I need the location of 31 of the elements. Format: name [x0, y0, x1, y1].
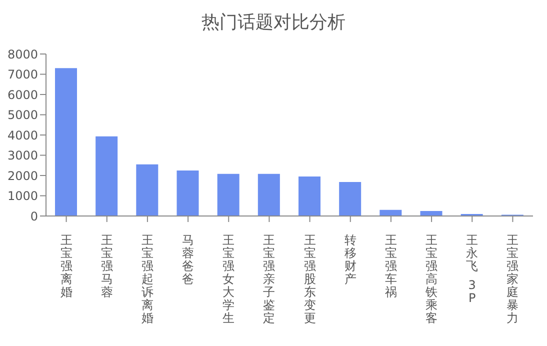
- x-tick-label: 王宝强离婚: [60, 233, 72, 299]
- bar: [380, 210, 402, 216]
- y-tick-label: 4000: [7, 128, 38, 142]
- x-tick-label: 王宝强高铁乘客: [424, 233, 438, 325]
- bar: [136, 164, 158, 216]
- bar: [217, 174, 240, 216]
- bar: [96, 136, 118, 216]
- x-tick-label: 王宝强起诉离婚: [141, 233, 154, 325]
- bar: [258, 174, 280, 216]
- x-tick-label: 马蓉爸爸: [182, 233, 194, 286]
- x-tick-label: 王宝强马蓉: [100, 233, 113, 299]
- y-tick-label: 5000: [7, 108, 38, 122]
- x-tick-label: 转移财产: [344, 233, 356, 286]
- chart-title: 热门话题对比分析: [200, 11, 346, 34]
- x-tick-label: 王宝强股东变更: [304, 233, 316, 325]
- y-tick-label: 6000: [7, 88, 38, 102]
- y-tick-label: 1000: [7, 189, 38, 204]
- bar: [298, 176, 320, 216]
- y-tick-label: 0: [30, 209, 38, 224]
- y-tick-label: 7000: [7, 68, 38, 82]
- y-tick-label: 3000: [7, 148, 38, 163]
- x-tick-label: 王永飞 3P: [466, 233, 478, 305]
- x-tick-label: 王宝强家庭暴力: [506, 233, 519, 325]
- x-tick-label: 王宝强女大学生: [222, 233, 235, 325]
- y-tick-label: 8000: [7, 47, 38, 62]
- y-tick-label: 2000: [7, 168, 38, 183]
- x-tick-label: 王宝强亲子鉴定: [263, 233, 276, 325]
- bar: [339, 182, 362, 216]
- bar: [176, 170, 199, 216]
- bar: [55, 68, 77, 216]
- x-tick-label: 王宝强车祸: [384, 233, 397, 299]
